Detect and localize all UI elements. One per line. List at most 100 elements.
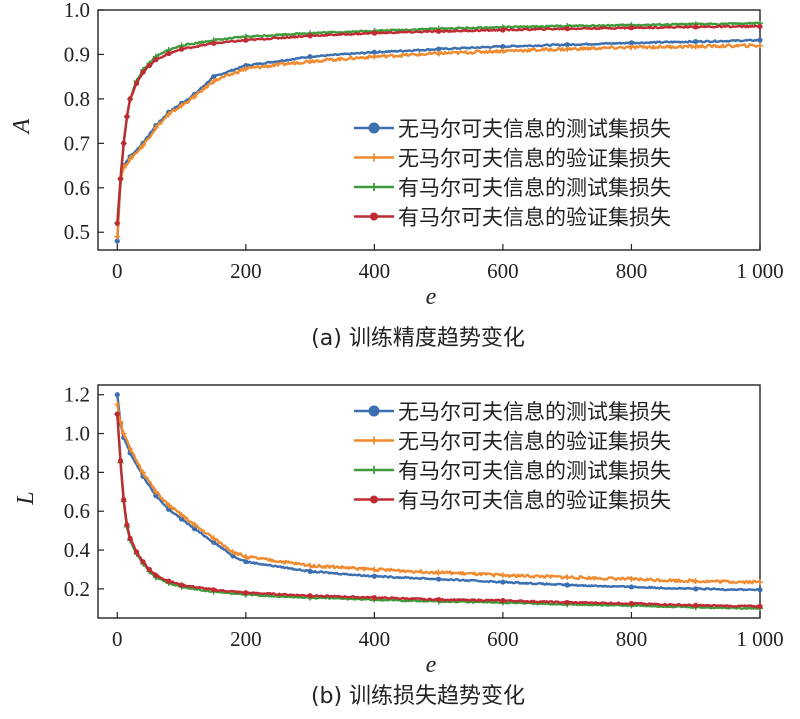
legend-label: 有马尔可夫信息的验证集损失 (398, 489, 671, 513)
data-point (140, 69, 146, 75)
data-point (210, 78, 217, 85)
data-point (307, 58, 314, 65)
data-point (757, 23, 763, 30)
data-point (243, 590, 249, 596)
data-point (210, 535, 217, 542)
data-point (628, 600, 635, 607)
data-point (628, 584, 635, 590)
data-point (133, 549, 140, 555)
data-point (146, 566, 153, 573)
legend-label: 有马尔可夫信息的验证集损失 (398, 206, 671, 230)
data-point (178, 516, 185, 522)
legend-marker (370, 183, 378, 191)
legend-marker (370, 436, 378, 445)
x-tick-label: 600 (487, 259, 519, 283)
data-point (307, 593, 313, 599)
data-point (307, 33, 313, 39)
data-point (166, 578, 172, 584)
data-point (564, 42, 570, 48)
data-point (371, 53, 378, 60)
y-axis-label: A (9, 118, 35, 135)
data-point (693, 38, 699, 45)
chart-panel-a: A e (a) 训练精度趋势变化 0 200 400 600 800 1 000 0.5 0.… (9, 0, 784, 351)
data-point (242, 553, 249, 560)
legend-marker (370, 153, 378, 162)
data-point (211, 587, 217, 593)
legend-label: 无马尔可夫信息的验证集损失 (398, 147, 671, 171)
data-point (191, 93, 198, 100)
legend-marker (368, 405, 380, 417)
chart-caption: (a) 训练精度趋势变化 (311, 326, 525, 351)
data-point (139, 142, 146, 149)
data-point (307, 54, 313, 60)
data-point (693, 586, 699, 592)
y-tick-label: 1.0 (64, 422, 90, 446)
data-point (229, 548, 236, 555)
data-point (500, 579, 506, 585)
y-tick-label: 0.8 (64, 87, 90, 111)
data-point (153, 572, 159, 578)
data-point (628, 40, 635, 46)
data-point (499, 572, 506, 579)
data-point (243, 37, 249, 43)
data-point (127, 155, 134, 162)
x-tick-label: 0 (112, 627, 123, 651)
plot-frame (97, 9, 761, 251)
data-point (564, 574, 571, 581)
data-point (191, 526, 198, 532)
data-point (436, 596, 442, 603)
legend-label: 有马尔可夫信息的测试集损失 (398, 176, 671, 200)
legend-marker (370, 495, 378, 504)
data-point (243, 62, 249, 69)
data-point (133, 80, 140, 86)
data-point (692, 578, 699, 585)
y-tick-label: 0.4 (64, 538, 91, 562)
data-point (114, 411, 120, 417)
x-tick-label: 400 (359, 627, 391, 651)
data-point (435, 569, 442, 576)
x-axis-label: e (426, 652, 437, 678)
data-point (146, 62, 153, 69)
data-point (124, 114, 130, 120)
x-tick-label: 1 000 (736, 259, 783, 283)
data-point (564, 46, 571, 53)
data-point (693, 24, 699, 30)
data-point (435, 50, 442, 57)
data-point (211, 40, 217, 46)
data-point (564, 26, 570, 32)
data-point (242, 65, 249, 72)
data-point (178, 46, 185, 52)
data-point (628, 25, 635, 31)
data-point (117, 176, 124, 182)
x-tick-label: 200 (230, 259, 262, 283)
y-tick-label: 1.0 (64, 0, 90, 22)
x-tick-label: 800 (616, 259, 648, 283)
legend-marker (368, 122, 380, 134)
data-point (165, 502, 172, 509)
data-point (121, 496, 127, 503)
data-point (114, 392, 120, 398)
legend-label: 有马尔可夫信息的测试集损失 (398, 459, 671, 483)
legend-label: 无马尔可夫信息的测试集损失 (398, 400, 671, 424)
data-point (178, 512, 185, 519)
data-point (371, 573, 377, 579)
data-point (307, 562, 314, 569)
data-point (211, 539, 217, 545)
data-point (178, 102, 185, 109)
y-tick-label: 0.6 (64, 176, 90, 200)
data-point (153, 57, 159, 63)
data-point (152, 124, 159, 131)
data-point (500, 43, 506, 50)
data-point (757, 579, 763, 586)
y-axis-label: L (13, 491, 39, 505)
legend-marker (370, 212, 378, 221)
data-point (114, 220, 120, 226)
data-point (114, 401, 121, 408)
plot-frame (97, 384, 761, 619)
data-point (307, 568, 313, 575)
y-tick-label: 0.8 (64, 460, 90, 484)
data-point (371, 566, 378, 573)
x-tick-label: 600 (487, 627, 519, 651)
data-point (127, 535, 133, 541)
data-point (165, 111, 172, 118)
